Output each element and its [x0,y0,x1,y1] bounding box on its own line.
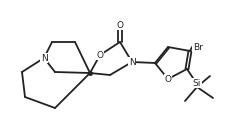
Text: N: N [129,58,135,66]
Text: O: O [96,51,103,60]
Text: N: N [41,53,47,62]
Text: O: O [165,74,172,83]
Text: Si: Si [193,79,201,88]
Text: Br: Br [193,43,203,52]
Text: O: O [117,20,124,30]
